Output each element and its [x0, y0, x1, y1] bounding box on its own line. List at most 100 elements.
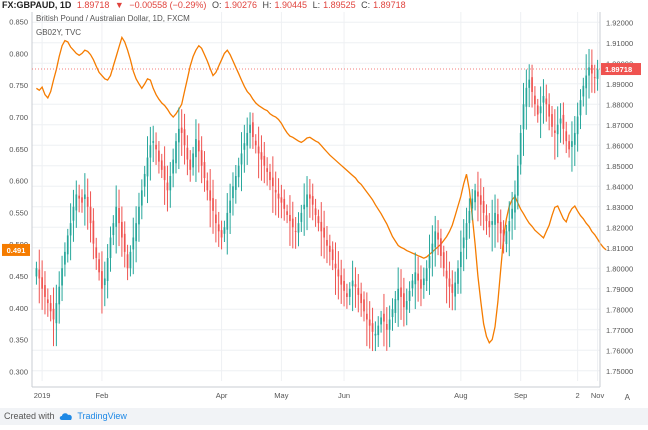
candle-body	[400, 287, 402, 297]
candle-body	[192, 153, 194, 168]
candle-body	[203, 162, 206, 179]
right-tick-label: 1.85000	[606, 162, 633, 171]
candle-body	[454, 282, 457, 297]
candle-body	[149, 145, 152, 158]
candle-body	[309, 194, 311, 199]
right-tick-label: 1.82000	[606, 223, 633, 232]
candle-body	[175, 141, 177, 164]
candle-body	[103, 278, 106, 286]
candle-body	[536, 105, 539, 115]
candle-body	[425, 268, 428, 281]
candle-body	[542, 96, 545, 103]
candle-body	[138, 206, 140, 225]
last-price-tag	[601, 63, 641, 76]
candle-body	[234, 176, 237, 190]
candle-body	[280, 197, 283, 203]
candle-body	[249, 124, 251, 133]
candle-body	[420, 279, 422, 289]
gb02y-line	[36, 35, 607, 344]
candle-body	[440, 238, 442, 256]
candle-body	[380, 317, 382, 325]
right-tick-label: 1.84000	[606, 182, 633, 191]
candle-body	[360, 293, 363, 304]
candle-body	[300, 212, 303, 222]
right-tick-label: 1.92000	[606, 18, 633, 27]
candle-body	[371, 323, 374, 332]
candle-body	[200, 150, 203, 166]
last-price-label: 1.89718	[605, 65, 632, 74]
candle-body	[468, 210, 471, 224]
right-tick-label: 1.76000	[606, 346, 633, 355]
x-tick-label: Jun	[338, 391, 350, 400]
grid-layer	[32, 12, 600, 381]
candle-body	[289, 214, 291, 222]
candle-body	[121, 221, 123, 238]
candle-body	[160, 160, 163, 170]
candle-body	[129, 251, 132, 269]
candle-body	[539, 106, 542, 114]
left-tick-label: 0.750	[9, 81, 28, 90]
candle-body	[101, 271, 103, 289]
overlay-last-label: 0.491	[7, 246, 26, 255]
candle-body	[183, 129, 186, 146]
candle-body	[391, 309, 394, 318]
left-tick-label: 0.350	[9, 336, 28, 345]
candle-body	[303, 204, 306, 210]
tradingview-brand[interactable]: TradingView	[77, 411, 127, 421]
candle-body	[337, 269, 340, 277]
candle-body	[35, 268, 38, 277]
candle-body	[403, 293, 405, 308]
candle-body	[328, 245, 331, 252]
candle-body	[459, 251, 462, 268]
candle-body	[474, 190, 476, 203]
candle-body	[331, 249, 334, 261]
low-label: L:	[312, 0, 321, 10]
candle-body	[95, 247, 98, 258]
candle-body	[169, 176, 172, 191]
auto-scale-button[interactable]: A	[624, 393, 630, 402]
candle-body	[548, 104, 551, 117]
candle-body	[197, 140, 200, 152]
right-tick-label: 1.86000	[606, 141, 633, 150]
candle-body	[516, 165, 519, 196]
candle-body	[562, 114, 565, 129]
candle-body	[397, 288, 400, 301]
candle-body	[434, 231, 437, 248]
candle-body	[92, 220, 95, 244]
candle-body	[61, 268, 63, 286]
high-label: H:	[262, 0, 272, 10]
candle-body	[477, 191, 479, 197]
candle-body	[351, 280, 354, 287]
candle-body	[109, 237, 112, 258]
candle-body	[252, 122, 254, 138]
candle-body	[277, 193, 280, 199]
candle-body	[177, 128, 180, 143]
candle-body	[383, 313, 385, 322]
left-tick-label: 0.650	[9, 145, 28, 154]
candle-body	[98, 259, 100, 273]
candle-body	[479, 195, 482, 205]
candle-body	[232, 186, 234, 199]
candle-body	[437, 232, 439, 240]
candle-body	[64, 251, 66, 265]
candle-body	[269, 171, 271, 181]
candle-body	[266, 168, 269, 172]
candle-body	[388, 319, 391, 330]
candle-body	[365, 313, 368, 320]
candle-body	[357, 287, 360, 295]
candle-body	[448, 278, 451, 287]
open-label: O:	[211, 0, 222, 10]
overlay-series-legend: GB02Y, TVC	[36, 28, 82, 37]
candle-body	[445, 270, 448, 279]
candle-body	[55, 303, 58, 324]
candle-body	[471, 198, 474, 209]
candle-body	[306, 194, 308, 208]
candle-body	[559, 118, 562, 124]
left-tick-label: 0.600	[9, 177, 28, 186]
symbol-label: FX:GBPAUD, 1D	[2, 0, 72, 10]
candle-body	[237, 165, 240, 178]
candle-body	[568, 141, 570, 150]
x-tick-label: Nov	[591, 391, 605, 400]
candle-body	[254, 140, 257, 146]
